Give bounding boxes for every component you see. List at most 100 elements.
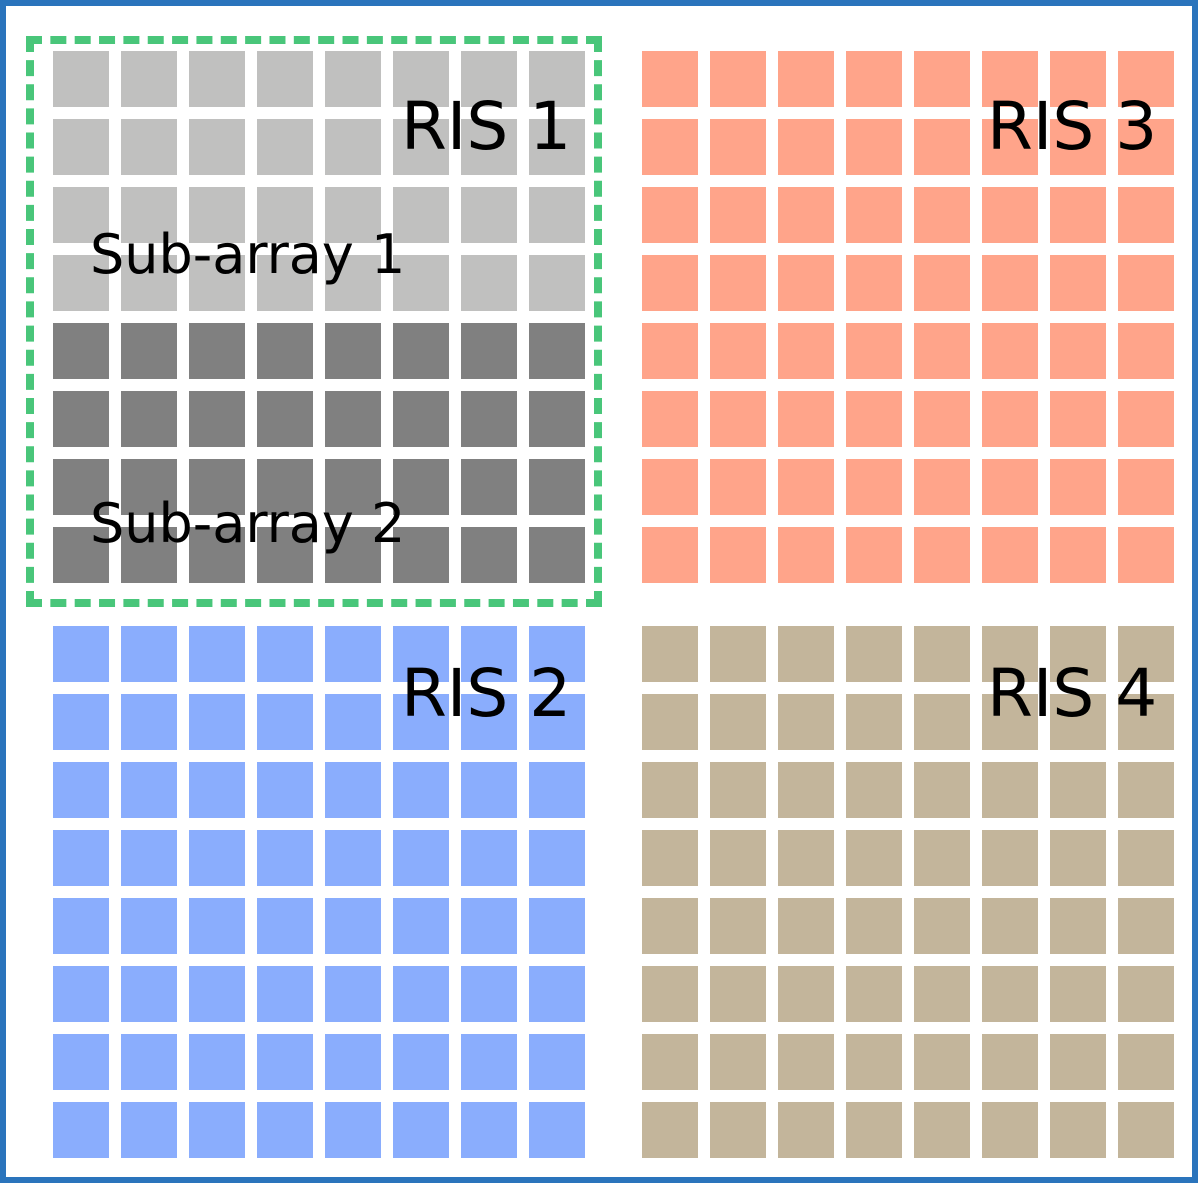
ris-4-element [914,830,970,886]
ris-3-element [710,255,766,311]
ris-2-element [257,762,313,818]
ris-1-element [393,391,449,447]
ris-1-element [461,459,517,515]
ris-4-element [778,830,834,886]
ris-2-element [121,966,177,1022]
ris-2-element [461,1102,517,1158]
ris-1-element [461,527,517,583]
ris-2-element [325,626,381,682]
ris-3-element [982,323,1038,379]
ris-1-element [53,119,109,175]
ris-1-element [257,187,313,243]
ris-1-element [257,51,313,107]
ris-3-element [982,51,1038,107]
ris-1-element [53,459,109,515]
ris-2-element [53,966,109,1022]
ris-1-element [325,51,381,107]
ris-4-element [1118,626,1174,682]
ris-2-element [189,966,245,1022]
ris-3-element [778,459,834,515]
ris-2-element [393,694,449,750]
ris-4-element [1050,966,1106,1022]
ris-4-element [1050,762,1106,818]
ris-4-element [710,898,766,954]
ris-4-label: RIS 4 [987,655,1158,732]
ris-1-element [53,391,109,447]
ris-1-panel [47,45,585,583]
ris-1-element [325,323,381,379]
ris-3-element [1118,187,1174,243]
ris-1-element [189,391,245,447]
ris-3-element [710,391,766,447]
ris-1-element [257,391,313,447]
ris-1-element [393,323,449,379]
ris-2-element [257,1034,313,1090]
ris-1-element [393,255,449,311]
ris-1-element [393,527,449,583]
ris-2-element [53,1034,109,1090]
ris-4-element [778,626,834,682]
ris-3-element [982,187,1038,243]
ris-1-element [393,51,449,107]
ris-1-element [189,323,245,379]
ris-4-element [778,966,834,1022]
ris-1-element [529,255,585,311]
ris-3-element [914,51,970,107]
ris-1-element [257,527,313,583]
ris-4-element [846,1034,902,1090]
ris-3-element [778,255,834,311]
ris-4-element [1118,694,1174,750]
ris-3-element [1050,51,1106,107]
ris-4-panel [636,620,1174,1158]
ris-1-element [529,323,585,379]
ris-4-element [778,898,834,954]
ris-4-element [914,1034,970,1090]
ris-1-label: RIS 1 [401,88,572,165]
ris-2-element [257,1102,313,1158]
ris-2-element [529,1102,585,1158]
ris-3-element [1118,459,1174,515]
ris-3-element [982,255,1038,311]
ris-1-element [257,119,313,175]
ris-2-element [529,694,585,750]
ris-3-element [846,255,902,311]
ris-2-element [461,626,517,682]
ris-2-panel [47,620,585,1158]
ris-4-element [982,1034,1038,1090]
ris-2-element [393,830,449,886]
ris-4-element [982,762,1038,818]
ris-4-element [778,1034,834,1090]
ris-1-element [189,119,245,175]
ris-3-element [914,527,970,583]
ris-4-element [778,694,834,750]
ris-4-element [710,626,766,682]
ris-2-element [257,830,313,886]
ris-2-element [529,1034,585,1090]
ris-1-element [461,51,517,107]
ris-2-element [257,898,313,954]
ris-3-element [642,323,698,379]
ris-1-element [461,187,517,243]
ris-2-element [189,830,245,886]
ris-1-element [53,527,109,583]
ris-3-element [846,527,902,583]
ris-2-label: RIS 2 [401,655,572,732]
ris-2-element [529,762,585,818]
ris-2-element [325,694,381,750]
ris-3-element [1050,527,1106,583]
ris-4-element [914,1102,970,1158]
ris-4-element [1118,966,1174,1022]
ris-4-element [1050,626,1106,682]
ris-1-element [189,527,245,583]
ris-2-element [189,1102,245,1158]
ris-2-element [257,626,313,682]
ris-4-element [778,762,834,818]
ris-2-element [53,830,109,886]
ris-4-element [846,966,902,1022]
ris-1-element [393,459,449,515]
ris-2-element [325,1034,381,1090]
ris-3-element [982,459,1038,515]
ris-2-element [257,694,313,750]
ris-1-element [461,119,517,175]
